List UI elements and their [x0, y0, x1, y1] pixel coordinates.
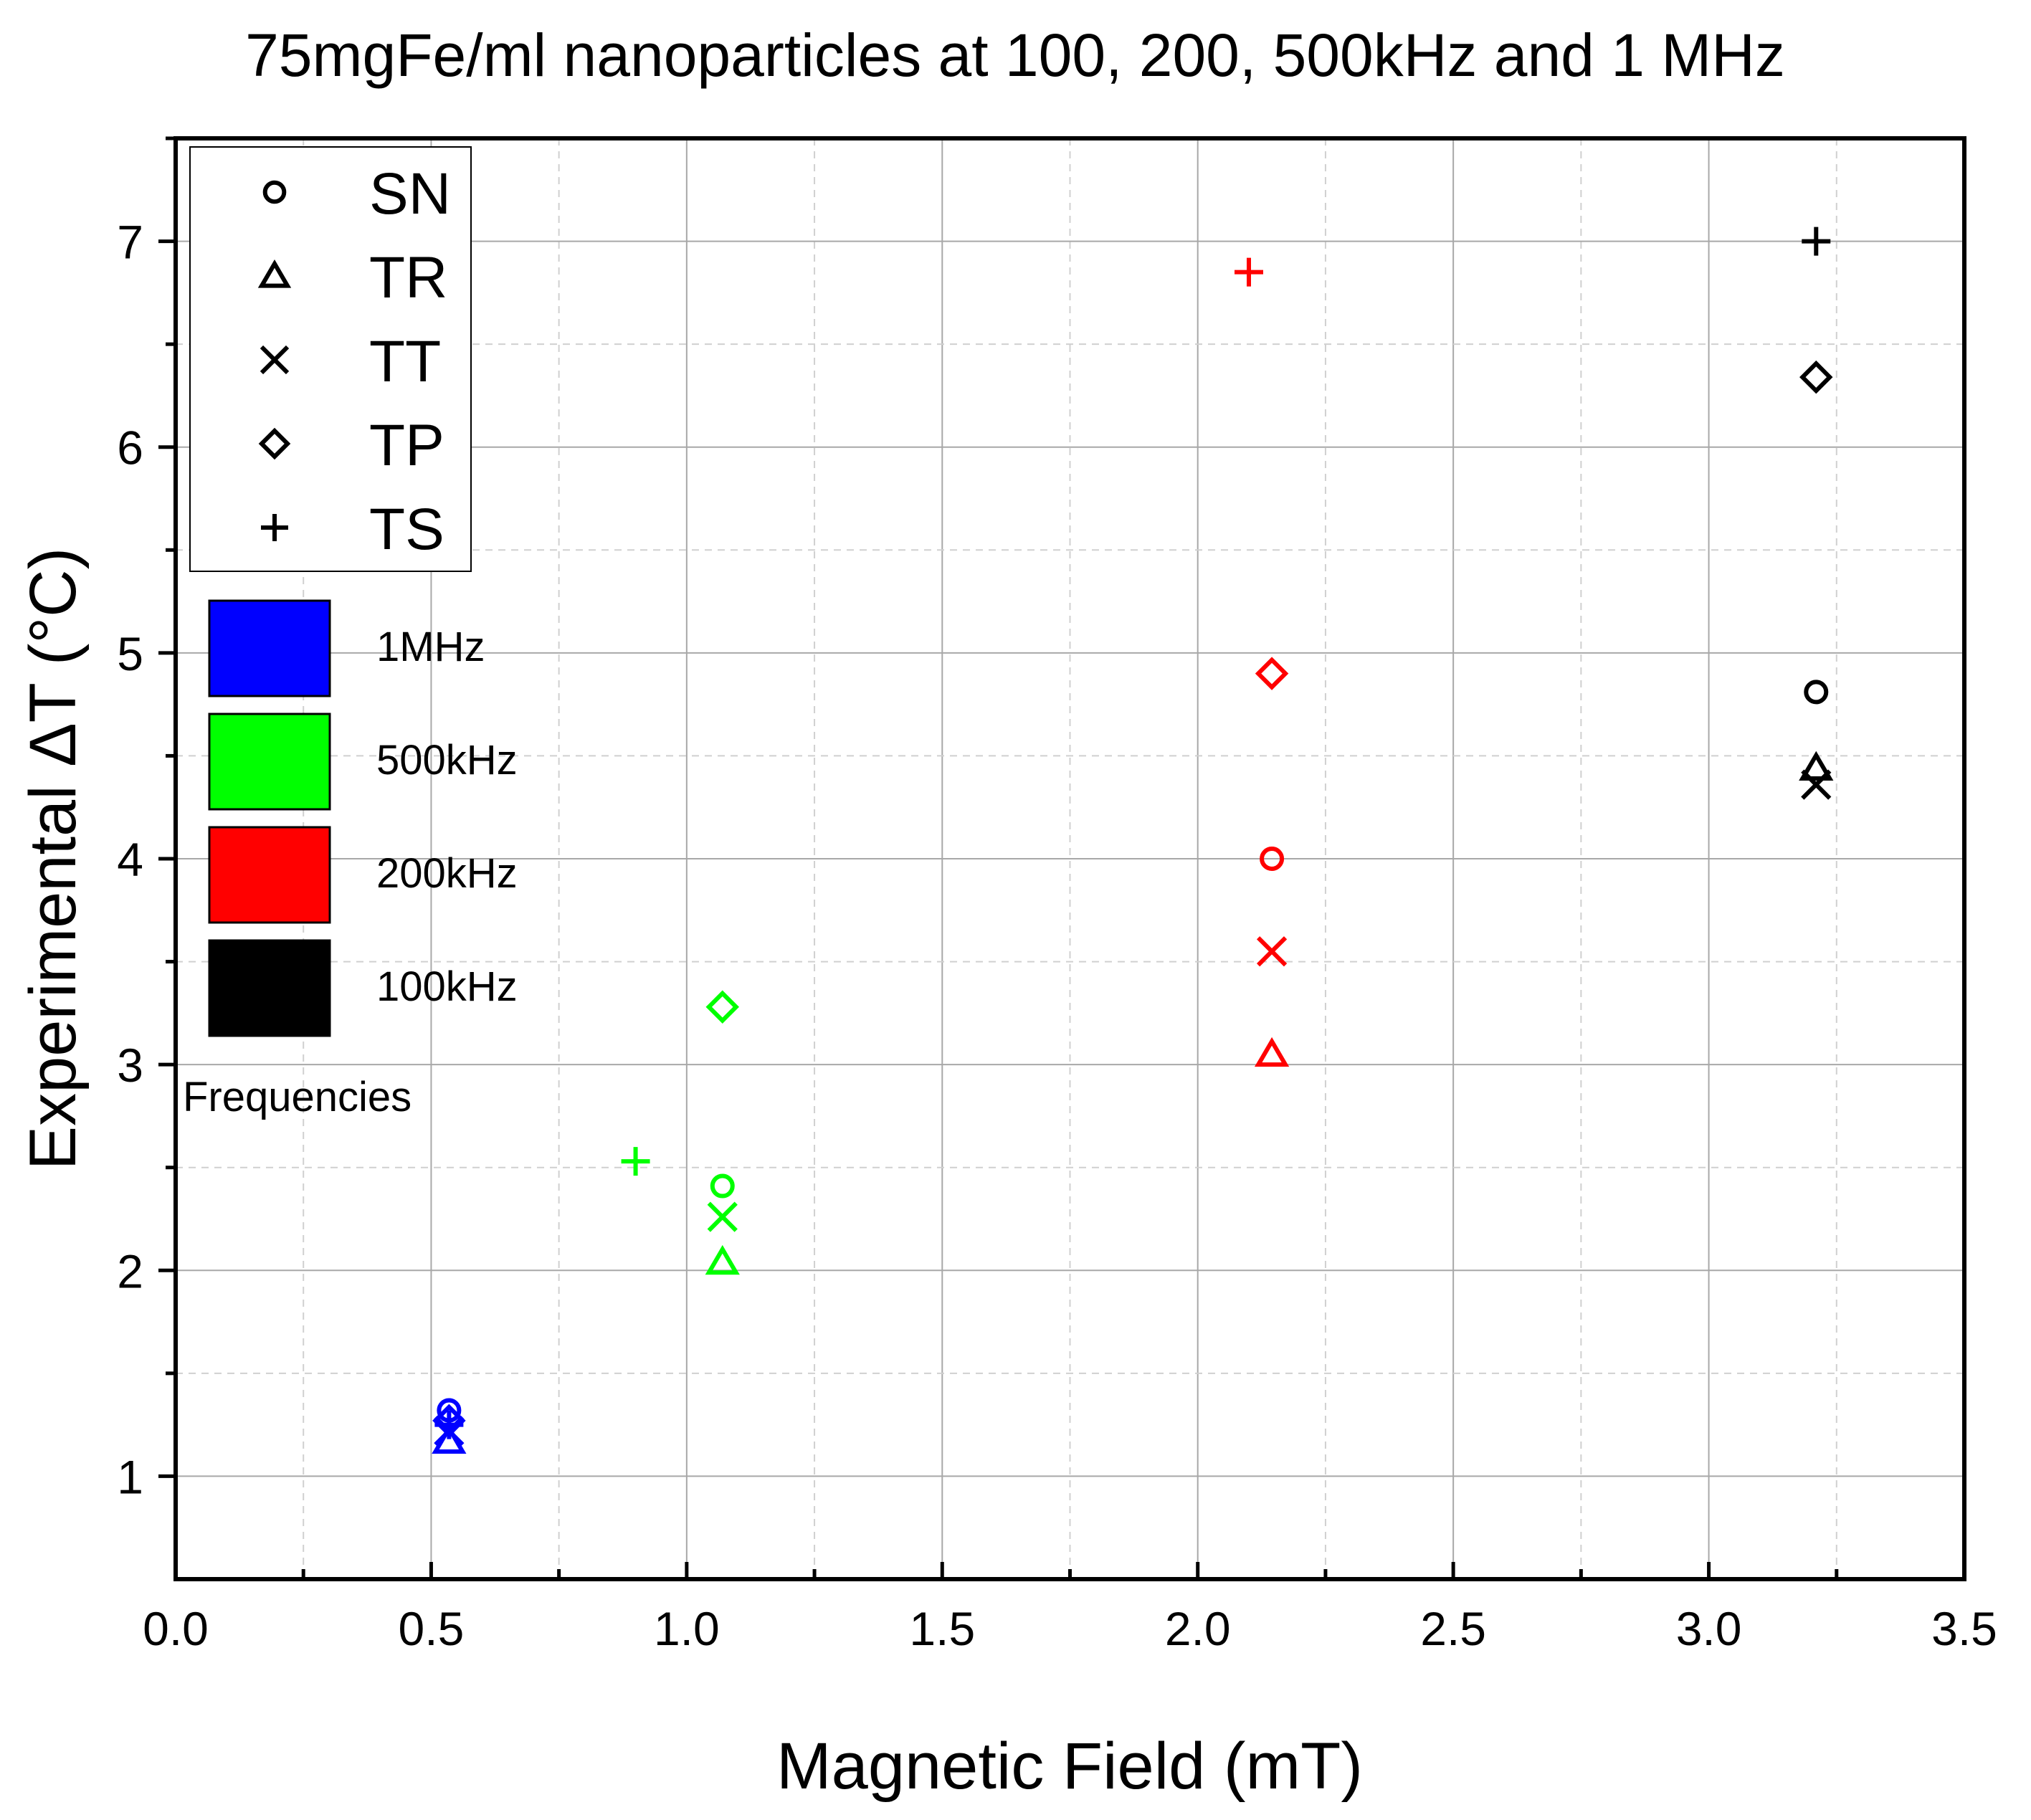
y-tick-label: 5 — [117, 627, 143, 680]
data-point-100kHz-TR — [1799, 751, 1834, 781]
legend-marker-tr-icon — [257, 259, 292, 288]
marker-legend-box — [189, 146, 472, 572]
x-tick-label: 0.5 — [399, 1602, 465, 1655]
frequency-label: 200kHz — [376, 850, 518, 897]
data-point-200kHz-TR — [1254, 1037, 1290, 1067]
data-point-200kHz-TT — [1256, 936, 1288, 967]
axis-ticks: 0.0 0.5 1.0 1.5 2.0 2.5 3.0 3.5 1 2 3 4 5 6 7 — [117, 136, 1997, 1655]
data-point-100kHz-TS — [1802, 227, 1831, 256]
data-point-100kHz-TP — [1799, 360, 1833, 394]
legend-label-tr: TR — [369, 245, 447, 310]
frequency-legend-title: Frequencies — [183, 1074, 412, 1120]
marker-legend: SN TR TT TP TS — [189, 146, 472, 572]
x-tick-label: 2.5 — [1420, 1602, 1486, 1655]
legend-label-sn: SN — [369, 161, 451, 227]
y-axis-label: Experimental ΔT (°C) — [16, 548, 90, 1171]
frequency-label: 100kHz — [376, 963, 518, 1010]
y-tick-label: 2 — [117, 1244, 143, 1297]
legend-label-tp: TP — [369, 413, 444, 478]
x-tick-label: 1.5 — [909, 1602, 975, 1655]
x-tick-label: 3.5 — [1931, 1602, 1997, 1655]
legend-marker-tt-icon — [260, 345, 290, 375]
grid — [176, 138, 1964, 1579]
y-tick-label: 1 — [117, 1450, 143, 1503]
x-tick-label: 3.0 — [1676, 1602, 1742, 1655]
data-point-500kHz-TS — [621, 1147, 650, 1176]
x-tick-label: 1.0 — [654, 1602, 720, 1655]
frequency-label: 500kHz — [376, 737, 518, 783]
frequency-swatch — [208, 599, 331, 697]
legend-marker-tp-icon — [258, 427, 291, 460]
frequency-swatch — [208, 939, 331, 1037]
legend-label-tt: TT — [369, 329, 441, 394]
y-tick-label: 7 — [117, 216, 143, 269]
legend-marker-sn-icon — [262, 180, 287, 204]
frequency-swatch — [208, 826, 331, 924]
data-point-500kHz-TT — [707, 1201, 738, 1232]
legend-label-ts: TS — [369, 497, 444, 562]
x-tick-label: 2.0 — [1165, 1602, 1231, 1655]
data-point-200kHz-TP — [1255, 657, 1289, 690]
data-point-500kHz-TR — [705, 1244, 740, 1275]
y-tick-label: 4 — [117, 833, 143, 886]
frequency-legend: Frequencies 1MHz 500kHz 200kHz 100kHz — [183, 599, 518, 1120]
data-points — [432, 227, 1834, 1454]
data-point-100kHz-SN — [1804, 680, 1829, 705]
data-point-200kHz-TS — [1235, 257, 1263, 287]
y-tick-label: 6 — [117, 421, 143, 475]
data-point-1MHz-TS — [434, 1410, 464, 1439]
data-point-200kHz-SN — [1260, 847, 1285, 871]
y-tick-label: 3 — [117, 1039, 143, 1092]
x-axis-label: Magnetic Field (mT) — [776, 1730, 1363, 1803]
x-tick-label: 0.0 — [143, 1602, 209, 1655]
frequency-swatch — [208, 713, 331, 811]
data-point-100kHz-TT — [1801, 769, 1832, 800]
data-point-500kHz-SN — [710, 1173, 735, 1199]
data-point-500kHz-TP — [705, 990, 739, 1024]
chart-title: 75mgFe/ml nanoparticles at 100, 200, 500… — [245, 22, 1785, 89]
legend-marker-ts-icon — [261, 514, 288, 541]
frequency-label: 1MHz — [376, 624, 485, 670]
